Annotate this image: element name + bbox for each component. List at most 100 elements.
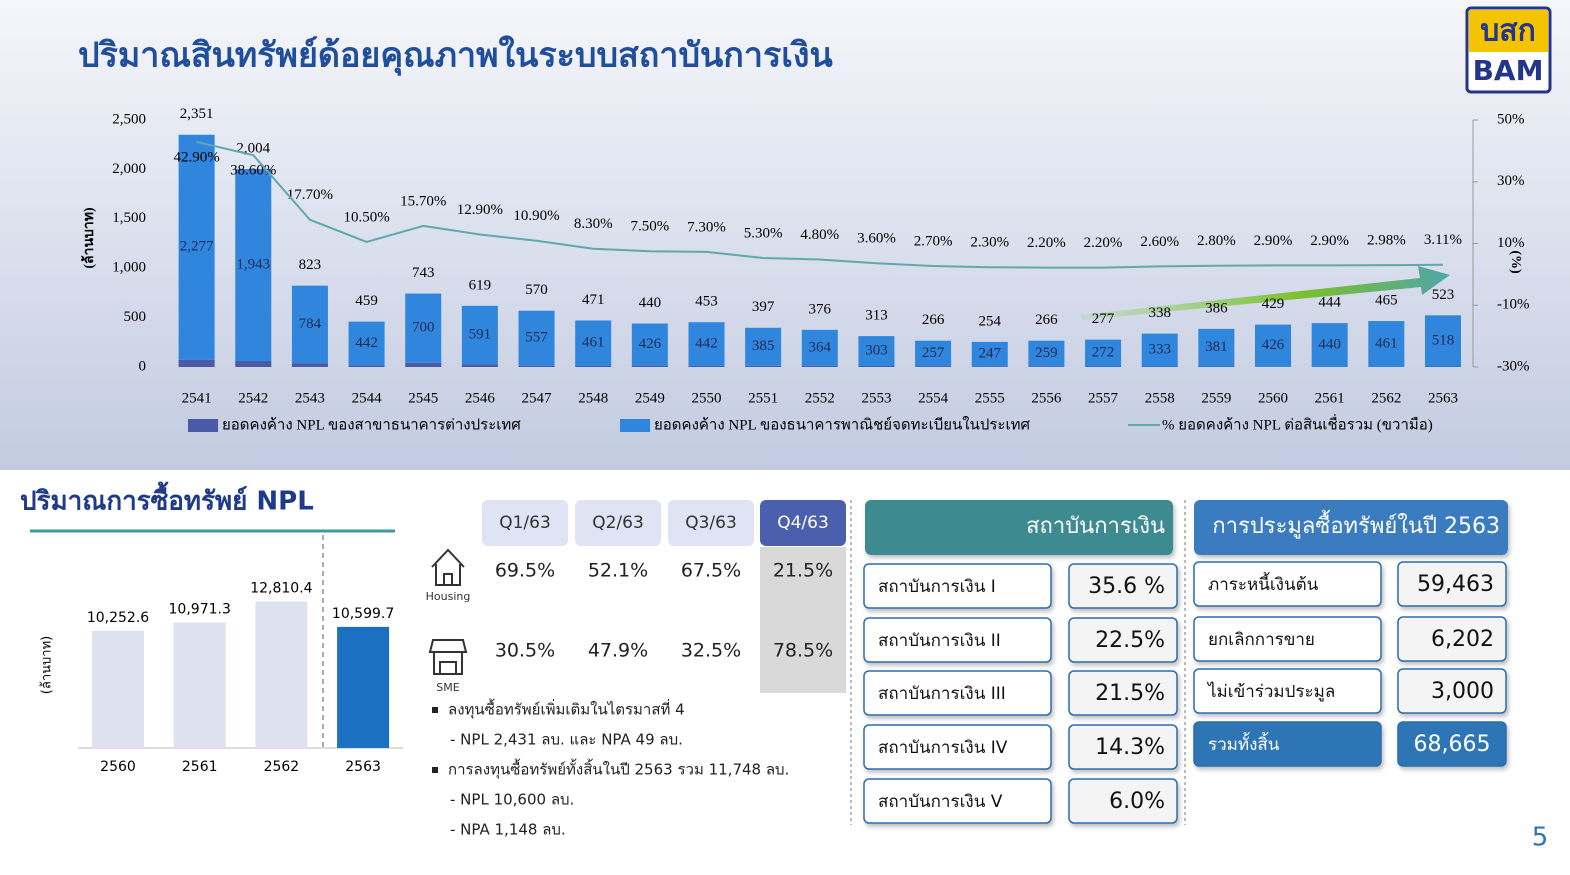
label-box [1193,668,1382,714]
line-value-label: 2.20% [1027,235,1066,251]
bar-segment [1311,323,1348,367]
bar-segment [801,329,838,366]
line-series [196,140,1443,269]
row-value: 21.5% [1095,681,1165,706]
x-tick-label: 2554 [918,390,949,406]
table-cell: 32.5% [681,640,741,662]
total-label: 823 [299,257,322,273]
line-value-label: 17.70% [287,187,333,203]
note: ลงทุนซื้อทรัพย์เพิ่มเติมในไตรมาสที่ 4 [448,699,685,720]
bar-value-label: 364 [809,339,832,355]
legend-label: % ยอดคงค้าง NPL ต่อสินเชื่อรวม (ขวามือ) [1162,413,1433,433]
bar-value-label: 272 [1092,345,1115,361]
table-cell: 47.9% [588,640,648,662]
bar-segment [801,365,838,367]
bar-value-label: 257 [922,345,945,361]
row-label: ภาระหนี้เงินต้น [1208,572,1319,595]
row-value: 6.0% [1109,789,1165,814]
line-value-label: 10.50% [343,209,389,225]
y2-tick-label: -10% [1497,297,1530,313]
y-axis-label: (ล้านบาท) [81,207,97,269]
bar-segment [745,327,782,366]
x-tick-label: 2550 [691,390,721,406]
x-tick-label: 2560 [1258,390,1288,406]
bar-segment [575,320,612,367]
legend-swatch [188,419,218,432]
total-label: 619 [469,277,492,293]
bar-value-label: 557 [525,330,548,346]
table-cell: 78.5% [773,640,833,662]
bar-segment [688,365,725,367]
table-cell: 21.5% [773,560,833,582]
y-axis-label: (ล้านบาท) [40,636,55,694]
total-label: 376 [809,301,832,317]
y2-tick-label: -30% [1497,358,1530,374]
bar-segment [461,364,498,367]
y2-axis-label: (%) [1508,250,1523,274]
bar-value-label: 2,277 [180,239,214,255]
line-value-label: 7.50% [630,219,669,235]
line-value-label: 2.90% [1254,233,1293,249]
bar-value-label: 303 [865,342,888,358]
row-value: 68,665 [1414,732,1491,757]
total-label: 465 [1375,292,1398,308]
y-tick-label: 2,000 [112,161,146,177]
total-label: 254 [979,313,1002,329]
table-cell: 52.1% [588,560,648,582]
line-value-label: 2.20% [1084,235,1123,251]
x-tick-label: 2548 [578,390,608,406]
label-box [863,724,1052,770]
panel-title: การประมูลซื้อทรัพย์ในปี 2563 [1212,510,1500,539]
row-label: สถาบันการเงิน I [878,577,996,597]
bar-value-label: 426 [639,336,662,352]
bar-value-label: 247 [979,346,1002,362]
bar-value-label: 333 [1148,341,1171,357]
total-label: 743 [412,265,435,281]
total-label: 429 [1262,296,1285,312]
label-box [1193,616,1382,662]
x-tick-label: 2563 [345,759,381,775]
bar-segment [1028,366,1065,367]
x-tick-label: 2555 [975,390,1005,406]
bar-value-label: 10,971.3 [169,602,231,618]
total-label: 2,351 [180,106,214,122]
label-box [863,670,1052,716]
trend-arrow [1080,266,1450,320]
bar-value-label: 700 [412,320,435,336]
table-cell: 30.5% [495,640,555,662]
bar-segment [518,365,555,367]
logo-top-bg [1469,10,1548,52]
bar-segment [1368,321,1405,367]
slide-title: ปริมาณสินทรัพย์ด้อยคุณภาพในระบบสถาบันการ… [78,35,833,77]
line-value-label: 3.60% [857,231,896,247]
bar-segment [688,322,725,366]
line-value-label: 10.90% [513,208,559,224]
q4-highlight [760,547,846,693]
label-box [863,563,1052,609]
bullet [432,707,438,713]
line-value-label: 2.30% [970,235,1009,251]
bar-value-label: 259 [1035,345,1058,361]
table-header-cell [668,500,754,546]
total-label: 266 [922,312,945,328]
line-value-label: 4.80% [800,227,839,243]
bar-value-label: 461 [1375,335,1398,351]
x-tick-label: 2561 [182,759,218,775]
label-box [863,617,1052,663]
note: - NPA 1,148 ลบ. [450,821,566,839]
bar-segment [1255,324,1292,367]
value-box [1397,721,1507,767]
bar-segment [348,365,385,367]
bar-segment [1198,328,1235,367]
bar-value-label: 385 [752,338,775,354]
bar-segment [971,341,1008,367]
row-label: สถาบันการเงิน III [878,684,1006,704]
row-label: สถาบันการเงิน IV [878,738,1008,758]
note: - NPL 2,431 ลบ. และ NPA 49 ลบ. [450,731,683,749]
bar-segment [178,359,215,367]
line-value-label: 8.30% [574,216,613,232]
line-value-label: 38.60% [230,163,276,179]
table-cell: 69.5% [495,560,555,582]
